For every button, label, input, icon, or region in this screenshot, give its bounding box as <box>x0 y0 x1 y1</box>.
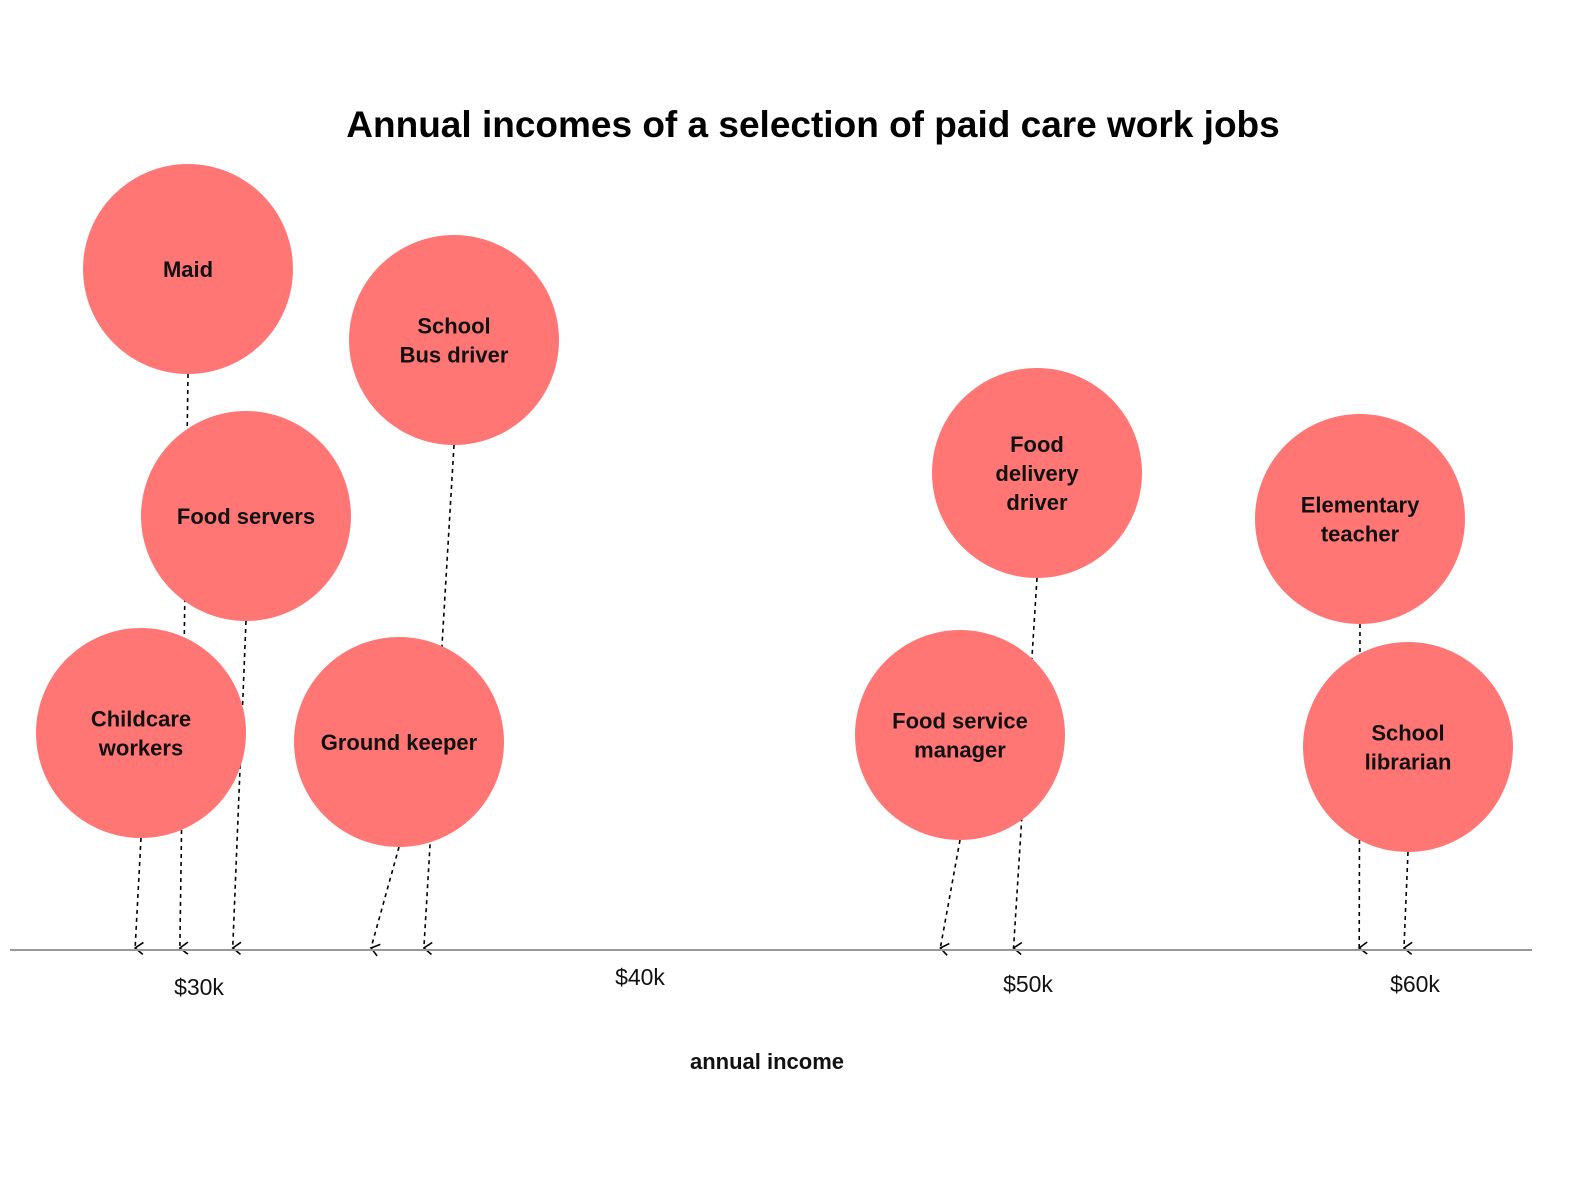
bubble-label: School librarian <box>1365 721 1452 775</box>
leader-line <box>940 839 961 948</box>
leader-line <box>135 837 141 948</box>
chart-title: Annual incomes of a selection of paid ca… <box>346 104 1279 145</box>
x-tick-label: $40k <box>615 964 665 990</box>
bubble: Food servers <box>141 411 351 621</box>
bubble-label: Food service manager <box>892 709 1028 763</box>
bubble-circle <box>294 637 504 847</box>
x-tick-label: $60k <box>1390 971 1440 997</box>
bubble-circle <box>1255 414 1465 624</box>
bubble-label: Childcare workers <box>91 707 191 761</box>
bubbles: Maid School Bus driver Food servers Childcar… <box>36 164 1513 852</box>
x-axis-title: annual income <box>690 1049 844 1074</box>
bubble: Food service manager <box>855 630 1065 840</box>
bubble-circle <box>83 164 293 374</box>
x-axis-ticks: $30k $40k $50k $60k <box>174 964 1440 1000</box>
bubble-label: Food servers <box>177 504 315 529</box>
leader-line <box>233 620 247 948</box>
bubble: Elementary teacher <box>1255 414 1465 624</box>
leader-line <box>371 846 400 948</box>
bubble: School Bus driver <box>349 235 559 445</box>
bubble-label: School Bus driver <box>400 314 509 368</box>
bubble-circle <box>349 235 559 445</box>
bubble-circle <box>932 368 1142 578</box>
bubble: Childcare workers <box>36 628 246 838</box>
x-tick-label: $30k <box>174 974 224 1000</box>
bubble-label: Elementary teacher <box>1301 493 1420 547</box>
bubble-label: Ground keeper <box>321 730 478 755</box>
bubble: Food delivery driver <box>932 368 1142 578</box>
bubble-label: Maid <box>163 257 213 282</box>
bubble: School librarian <box>1303 642 1513 852</box>
bubble-label: Food delivery driver <box>995 432 1079 515</box>
leader-line <box>1404 851 1408 948</box>
bubble: Maid <box>83 164 293 374</box>
bubble-circle <box>1303 642 1513 852</box>
bubble-circle <box>855 630 1065 840</box>
bubble-circle <box>141 411 351 621</box>
bubble-circle <box>36 628 246 838</box>
bubble: Ground keeper <box>294 637 504 847</box>
x-tick-label: $50k <box>1003 971 1053 997</box>
